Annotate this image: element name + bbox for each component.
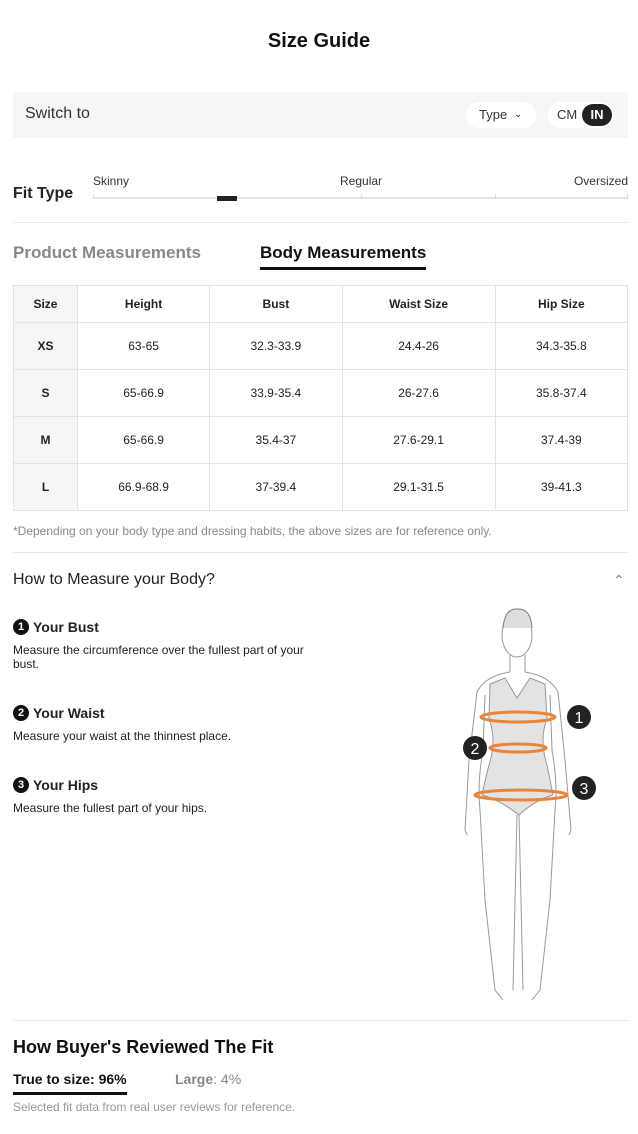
tab-body-measurements[interactable]: Body Measurements xyxy=(260,243,427,270)
number-1-icon: 1 xyxy=(13,619,29,635)
table-cell: 33.9-35.4 xyxy=(209,369,343,417)
table-cell: 32.3-33.9 xyxy=(209,322,343,370)
table-cell: 37.4-39 xyxy=(494,416,629,464)
body-figure-illustration: 1 2 3 xyxy=(463,608,596,1001)
hips-title: Your Hips xyxy=(33,777,99,793)
table-cell: 65-66.9 xyxy=(76,416,211,464)
divider xyxy=(13,1020,628,1021)
type-dropdown[interactable]: Type ⌄ xyxy=(466,102,536,128)
table-header-row: Size Height Bust Waist Size Hip Size xyxy=(13,285,629,323)
number-2-icon: 2 xyxy=(13,705,29,721)
large-value: : 4% xyxy=(213,1071,242,1087)
table-cell: 34.3-35.8 xyxy=(494,322,629,370)
fit-regular: Regular xyxy=(340,174,383,188)
table-cell: XS xyxy=(13,322,78,370)
table-cell: 29.1-31.5 xyxy=(341,463,496,511)
reviews-note: Selected fit data from real user reviews… xyxy=(13,1100,296,1114)
reviews-title: How Buyer's Reviewed The Fit xyxy=(13,1037,274,1057)
table-cell: 35.8-37.4 xyxy=(494,369,629,417)
col-header: Height xyxy=(76,285,211,323)
col-header: Bust xyxy=(209,285,343,323)
waist-heading: 2 Your Waist xyxy=(13,705,105,721)
table-cell: 37-39.4 xyxy=(209,463,343,511)
chevron-up-icon[interactable]: ⌃ xyxy=(613,572,625,588)
waist-desc: Measure your waist at the thinnest place… xyxy=(13,729,232,743)
measure-markers: 1 2 3 xyxy=(463,705,596,800)
fit-track xyxy=(93,197,628,199)
table-cell: 27.6-29.1 xyxy=(341,416,496,464)
fit-tick xyxy=(361,194,362,199)
size-table: Size Height Bust Waist Size Hip Size XS 6… xyxy=(13,285,629,511)
unit-toggle[interactable]: CM IN xyxy=(548,102,614,128)
table-cell: 66.9-68.9 xyxy=(76,463,211,511)
fit-oversized: Oversized xyxy=(573,174,628,188)
size-note: *Depending on your body type and dressin… xyxy=(13,524,492,538)
fit-indicator xyxy=(216,196,237,201)
table-row: XS 63-65 32.3-33.9 24.4-26 34.3-35.8 xyxy=(13,322,629,370)
waist-title: Your Waist xyxy=(33,705,105,721)
table-cell: 65-66.9 xyxy=(76,369,211,417)
table-row: S 65-66.9 33.9-35.4 26-27.6 35.8-37.4 xyxy=(13,369,629,417)
switch-bar: Switch to Type ⌄ CM IN xyxy=(13,92,628,138)
table-row: L 66.9-68.9 37-39.4 29.1-31.5 39-41.3 xyxy=(13,463,629,511)
unit-in[interactable]: IN xyxy=(582,104,612,126)
table-cell: 63-65 xyxy=(76,322,211,370)
tab-product-measurements[interactable]: Product Measurements xyxy=(13,243,201,262)
bust-title: Your Bust xyxy=(33,619,99,635)
table-cell: S xyxy=(13,369,78,417)
table-cell: 26-27.6 xyxy=(341,369,496,417)
bust-heading: 1 Your Bust xyxy=(13,619,99,635)
large-label: Large xyxy=(175,1071,214,1087)
page-title: Size Guide xyxy=(267,30,371,52)
col-header: Hip Size xyxy=(494,285,629,323)
how-to-measure-title[interactable]: How to Measure your Body? xyxy=(13,571,215,588)
divider xyxy=(13,552,628,553)
svg-text:1: 1 xyxy=(575,710,584,727)
tab-true-to-size[interactable]: True to size: 96% xyxy=(13,1071,127,1095)
divider xyxy=(13,222,628,223)
table-cell: 35.4-37 xyxy=(209,416,343,464)
fit-tick xyxy=(93,194,94,199)
table-cell: 39-41.3 xyxy=(494,463,629,511)
type-label: Type xyxy=(479,107,508,122)
table-cell: L xyxy=(13,463,78,511)
fit-skinny: Skinny xyxy=(93,174,130,188)
table-row: M 65-66.9 35.4-37 27.6-29.1 37.4-39 xyxy=(13,416,629,464)
fit-tick xyxy=(495,194,496,199)
table-cell: 24.4-26 xyxy=(341,322,496,370)
number-3-icon: 3 xyxy=(13,777,29,793)
col-header: Size xyxy=(13,285,78,323)
switch-label: Switch to xyxy=(25,105,90,122)
tab-large[interactable]: Large: 4% xyxy=(175,1071,241,1087)
table-cell: M xyxy=(13,416,78,464)
fit-tick xyxy=(627,194,628,199)
hips-desc: Measure the fullest part of your hips. xyxy=(13,801,208,815)
chevron-down-icon: ⌄ xyxy=(514,109,523,120)
fit-type-label: Fit Type xyxy=(13,185,74,202)
svg-text:2: 2 xyxy=(471,741,480,758)
hips-heading: 3 Your Hips xyxy=(13,777,98,793)
unit-cm[interactable]: CM xyxy=(557,107,578,122)
col-header: Waist Size xyxy=(341,285,496,323)
bust-desc: Measure the circumference over the fulle… xyxy=(13,643,304,671)
svg-text:3: 3 xyxy=(580,781,589,798)
